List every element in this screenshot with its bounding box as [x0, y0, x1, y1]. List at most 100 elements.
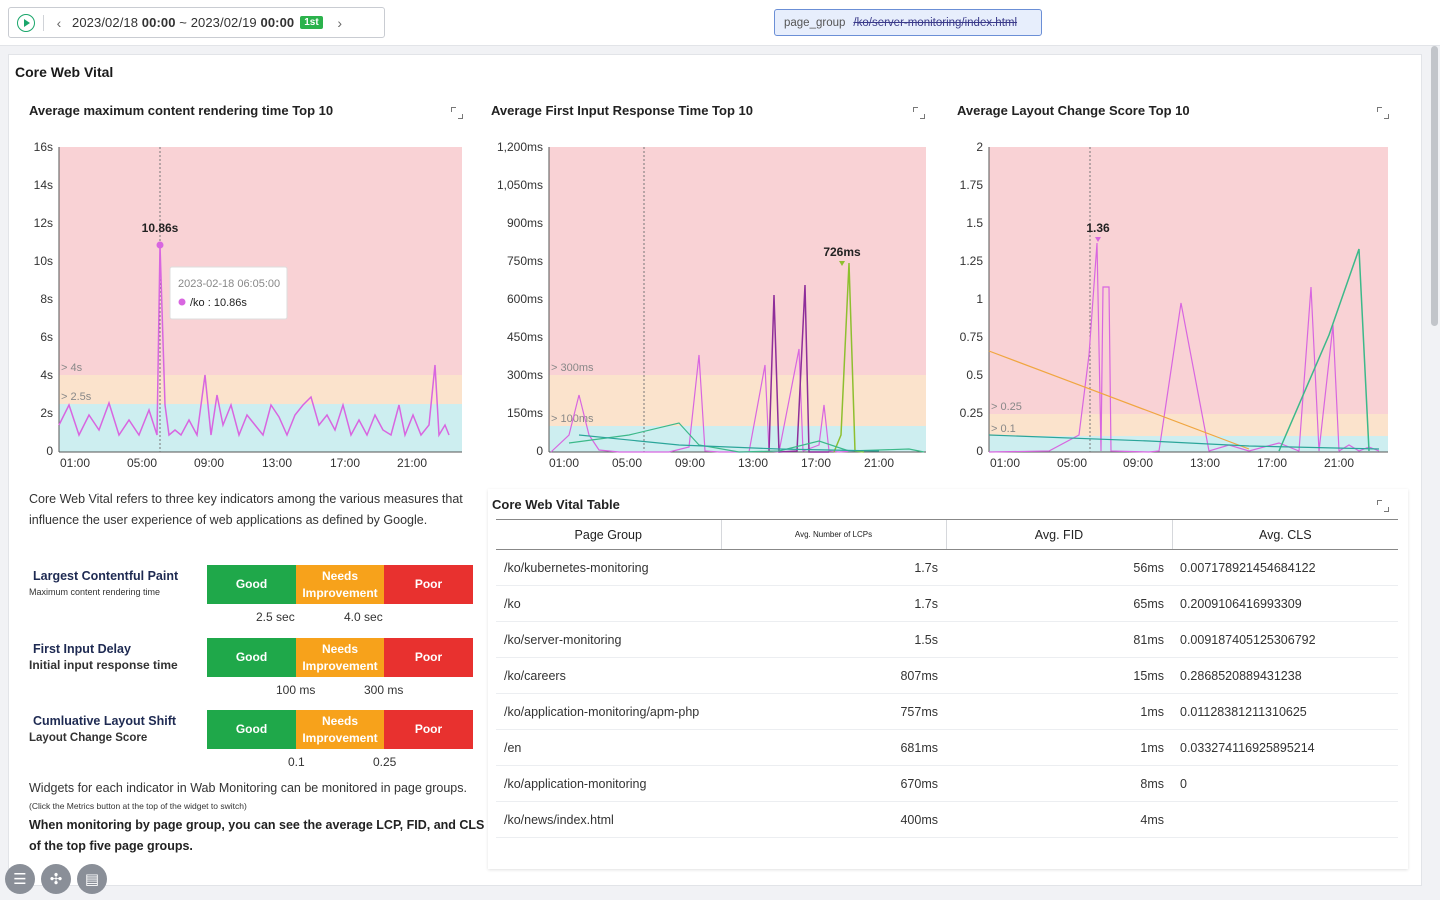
peak-label: 10.86s [142, 221, 179, 235]
table-row[interactable]: /ko/server-monitoring 1.5s 81ms 0.009187… [496, 621, 1398, 658]
x-tick: 05:00 [612, 456, 642, 470]
y-tick: 750ms [507, 254, 543, 268]
series-ko-line [58, 244, 450, 438]
cell-fid: 56ms [946, 549, 1172, 586]
poor-segment: Poor [384, 638, 473, 677]
table-row[interactable]: /ko/application-monitoring 670ms 8ms 0 [496, 765, 1398, 802]
good-segment: Good [207, 710, 296, 749]
cell-lcp: 1.7s [721, 549, 946, 586]
cell-page-group: /en [496, 729, 721, 766]
footnote-widgets: Widgets for each indicator in Wab Monito… [29, 781, 467, 795]
y-axis: 16s 14s 12s 10s 8s 6s 4s 2s 0 [34, 140, 54, 458]
scrollbar[interactable] [1431, 46, 1438, 326]
expand-icon[interactable] [913, 107, 925, 119]
series-line-olive [833, 262, 865, 453]
fid-sub: Initial input response time [29, 658, 178, 672]
chevron-right-icon[interactable]: › [337, 14, 343, 31]
lcp-scale: Good Needs Improvement Poor [207, 565, 473, 604]
peak-point [156, 241, 164, 249]
expand-icon[interactable] [1377, 107, 1389, 119]
needs-band [59, 375, 462, 404]
col-avg-fid[interactable]: Avg. FID [945, 519, 1172, 550]
tooltip-time: 2023-02-18 06:05:00 [178, 278, 280, 290]
cls-scale: Good Needs Improvement Poor [207, 710, 473, 749]
time-range-picker[interactable]: ‹ 2023/02/18 00:00 ~ 2023/02/19 00:00 1s… [8, 7, 385, 38]
cell-cls: 0.2868520889431238 [1172, 657, 1398, 694]
cell-cls [1172, 801, 1398, 838]
good-segment: Good [207, 638, 296, 677]
cls-name: Cumluative Layout Shift [33, 714, 177, 728]
y-tick: 1,050ms [497, 178, 543, 192]
lcp-threshold-1: 2.5 sec [256, 610, 295, 624]
x-tick: 21:00 [864, 456, 894, 470]
cell-page-group: /ko/careers [496, 657, 721, 694]
cell-cls: 0.007178921454684122 [1172, 549, 1398, 586]
cwv-table: Page Group Avg. Number of LCPs Avg. FID … [496, 519, 1398, 838]
y-tick: 1 [976, 292, 983, 306]
menu-icon[interactable]: ☰ [5, 864, 35, 894]
cell-fid: 81ms [946, 621, 1172, 658]
expand-icon[interactable] [1377, 500, 1389, 512]
peak-label: 1.36 [1086, 221, 1110, 235]
peak-point [1095, 237, 1101, 242]
lcp-chart-title: Average maximum content rendering time T… [29, 103, 334, 118]
filter-key: page_group [784, 16, 846, 29]
table-row[interactable]: /ko/kubernetes-monitoring 1.7s 56ms 0.00… [496, 549, 1398, 586]
cell-cls: 0.033274116925895214 [1172, 729, 1398, 766]
collapse-icon[interactable]: ✣ [41, 864, 71, 894]
x-tick: 13:00 [738, 456, 768, 470]
table-title: Core Web Vital Table [492, 497, 620, 512]
cell-page-group: /ko/application-monitoring/apm-php [496, 693, 721, 730]
col-page-group[interactable]: Page Group [496, 519, 721, 550]
table-row[interactable]: /ko/application-monitoring/apm-php 757ms… [496, 693, 1398, 730]
series-line-teal [988, 434, 1380, 450]
cell-lcp: 807ms [721, 657, 946, 694]
card-title: Core Web Vital [15, 64, 114, 80]
y-axis: 2 1.75 1.5 1.25 1 0.75 0.5 0.25 0 [960, 140, 984, 458]
lcp-name: Largest Contentful Paint [33, 569, 179, 583]
report-icon[interactable]: ▤ [77, 864, 107, 894]
cell-lcp: 400ms [721, 801, 946, 838]
chevron-left-icon[interactable]: ‹ [56, 14, 62, 31]
peak-point [839, 261, 845, 266]
y-tick: 1.75 [960, 178, 984, 192]
play-icon[interactable] [17, 13, 35, 32]
cls-chart-svg: 2 1.75 1.5 1.25 1 0.75 0.5 0.25 0 01:00 … [960, 140, 1388, 470]
col-avg-cls[interactable]: Avg. CLS [1171, 519, 1398, 550]
x-tick: 17:00 [1257, 456, 1287, 470]
y-tick: 2 [976, 140, 983, 154]
y-tick: 1.25 [960, 254, 984, 268]
good-band [59, 404, 462, 452]
needs-threshold: > 0.1 [991, 423, 1016, 435]
table-row[interactable]: /en 681ms 1ms 0.033274116925895214 [496, 729, 1398, 766]
y-tick: 0 [46, 444, 53, 458]
series-line-pink [988, 242, 1380, 453]
expand-icon[interactable] [451, 107, 463, 119]
x-tick: 09:00 [675, 456, 705, 470]
x-tick: 05:00 [1057, 456, 1087, 470]
y-tick: 1.5 [966, 216, 983, 230]
poor-threshold: > 4s [61, 362, 83, 374]
table-row[interactable]: /ko 1.7s 65ms 0.2009106416993309 [496, 585, 1398, 622]
y-tick: 0 [536, 444, 543, 458]
cell-fid: 8ms [946, 765, 1172, 802]
y-tick: 150ms [507, 406, 543, 420]
series-line-pink [550, 348, 855, 453]
cell-page-group: /ko/kubernetes-monitoring [496, 549, 721, 586]
peak-label: 726ms [823, 245, 861, 259]
table-row[interactable]: /ko/careers 807ms 15ms 0.286852088943123… [496, 657, 1398, 694]
cell-lcp: 1.5s [721, 621, 946, 658]
x-tick: 05:00 [127, 456, 157, 470]
cell-fid: 15ms [946, 657, 1172, 694]
range-text: 2023/02/18 00:00 ~ 2023/02/19 00:00 [72, 15, 295, 30]
cell-fid: 65ms [946, 585, 1172, 622]
y-tick: 0.25 [960, 406, 984, 420]
table-row[interactable]: /ko/news/index.html 400ms 4ms [496, 801, 1398, 838]
filter-value: /ko/server-monitoring/index.html [853, 16, 1018, 29]
page-group-filter[interactable]: page_group /ko/server-monitoring/index.h… [774, 9, 1042, 36]
col-avg-lcp[interactable]: Avg. Number of LCPs [720, 519, 946, 550]
y-tick: 12s [34, 216, 53, 230]
cell-page-group: /ko [496, 585, 721, 622]
x-tick: 01:00 [549, 456, 579, 470]
y-tick: 8s [40, 292, 53, 306]
